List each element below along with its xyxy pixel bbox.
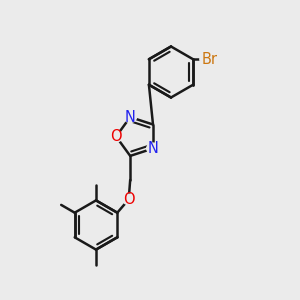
Ellipse shape xyxy=(123,194,135,205)
Ellipse shape xyxy=(147,143,159,154)
Ellipse shape xyxy=(110,131,122,142)
Ellipse shape xyxy=(200,54,219,64)
Text: N: N xyxy=(148,141,158,156)
Text: N: N xyxy=(125,110,136,124)
Text: Br: Br xyxy=(202,52,218,67)
Text: O: O xyxy=(123,192,134,207)
Text: O: O xyxy=(110,129,122,144)
Ellipse shape xyxy=(124,112,136,122)
